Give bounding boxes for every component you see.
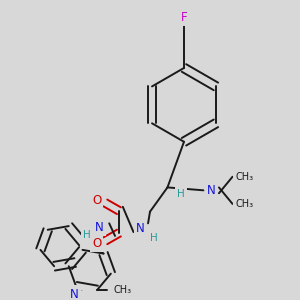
Text: H: H (83, 230, 91, 240)
Text: H: H (177, 189, 185, 199)
Text: N: N (95, 221, 104, 234)
Text: N: N (70, 288, 79, 300)
Text: O: O (92, 194, 101, 206)
Text: H: H (150, 233, 158, 243)
Text: N: N (136, 222, 145, 235)
Text: F: F (181, 11, 187, 24)
Text: CH₃: CH₃ (235, 172, 253, 182)
Text: CH₃: CH₃ (235, 199, 253, 209)
Text: O: O (92, 237, 101, 250)
Text: N: N (207, 184, 215, 197)
Text: CH₃: CH₃ (113, 285, 131, 295)
